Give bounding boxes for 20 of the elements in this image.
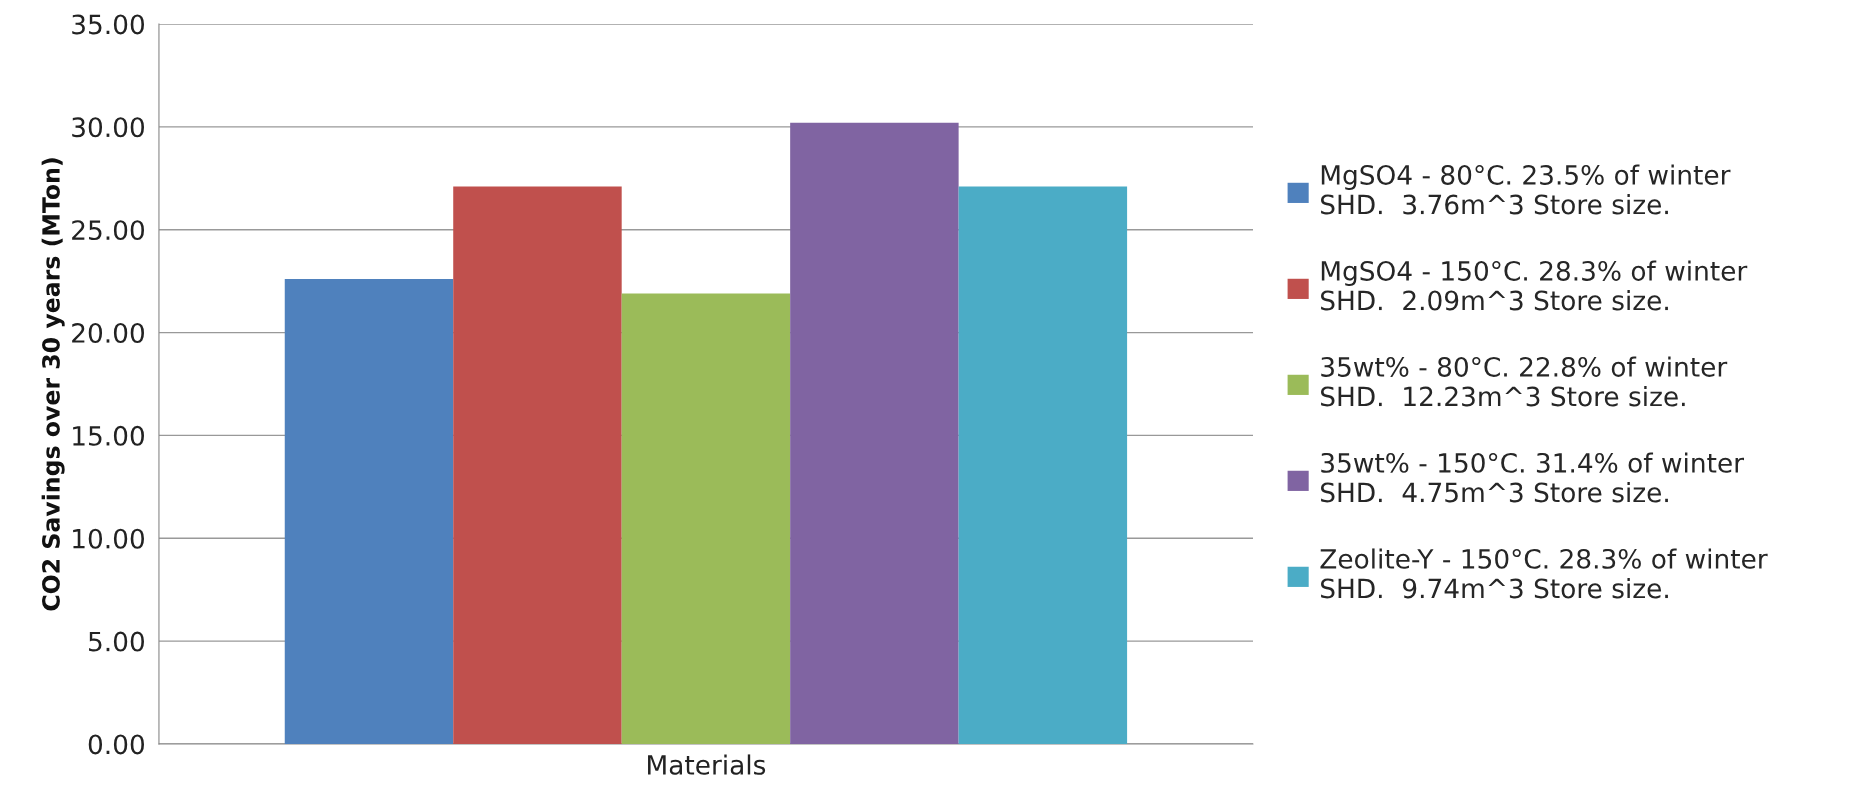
legend-label: Zeolite-Y - 150°C. 28.3% of winter SHD. 9.74m^3 Store size. bbox=[1320, 548, 1768, 599]
bar bbox=[790, 122, 959, 744]
x-axis-title: Materials bbox=[648, 754, 766, 775]
legend-label: MgSO4 - 80°C. 23.5% of winter SHD. 3.76m^3 Store size. bbox=[1321, 164, 1731, 215]
y-tick-label: 10.00 bbox=[73, 528, 144, 549]
y-tick-label: 25.00 bbox=[72, 220, 144, 241]
y-tick-label: 0.00 bbox=[88, 734, 144, 755]
bar bbox=[453, 186, 622, 744]
y-tick-label: 15.00 bbox=[73, 425, 144, 446]
y-tick-label: 5.00 bbox=[89, 631, 144, 652]
y-tick-label: 20.00 bbox=[72, 323, 144, 343]
y-tick-label: 35.00 bbox=[72, 14, 144, 35]
y-axis-title: CO2 Savings over 30 years (MTon) bbox=[41, 158, 65, 611]
bar bbox=[621, 293, 791, 744]
legend-label: 35wt% - 80°C. 22.8% of winter SHD. 12.23m^3 Store size. bbox=[1321, 356, 1728, 407]
bar bbox=[958, 186, 1128, 744]
legend-label: MgSO4 - 150°C. 28.3% of winter SHD. 2.09m^3 Store size. bbox=[1321, 260, 1748, 311]
bar bbox=[284, 279, 454, 744]
y-tick-label: 30.00 bbox=[72, 117, 144, 138]
legend-label: 35wt% - 150°C. 31.4% of winter SHD. 4.75m^3 Store size. bbox=[1321, 452, 1745, 503]
